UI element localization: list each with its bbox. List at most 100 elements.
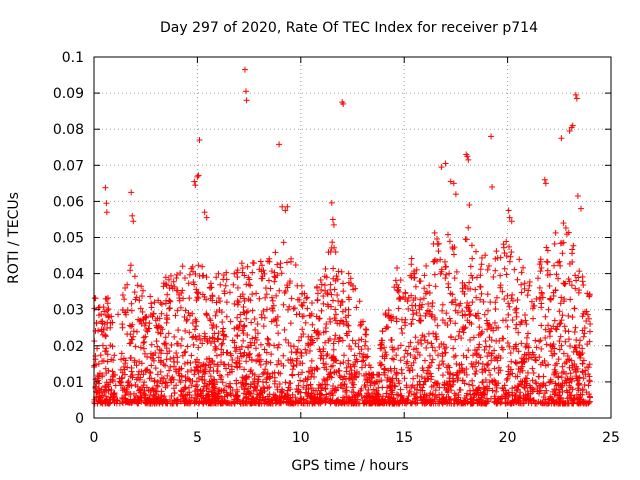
data-point bbox=[538, 264, 545, 271]
data-point bbox=[560, 368, 567, 375]
data-point bbox=[562, 280, 569, 287]
data-point bbox=[537, 337, 544, 344]
data-point bbox=[295, 371, 302, 378]
data-point bbox=[401, 319, 408, 326]
data-point bbox=[231, 300, 238, 307]
data-point bbox=[440, 360, 447, 367]
data-point bbox=[546, 282, 553, 289]
data-point bbox=[273, 292, 280, 299]
data-point bbox=[265, 277, 272, 284]
data-point bbox=[104, 300, 111, 307]
data-point bbox=[163, 282, 170, 289]
data-point bbox=[493, 338, 500, 345]
data-point bbox=[243, 309, 250, 316]
data-point bbox=[152, 365, 159, 372]
data-point bbox=[378, 377, 385, 384]
data-point bbox=[167, 272, 174, 279]
data-point bbox=[403, 384, 410, 391]
data-point bbox=[197, 393, 204, 400]
data-point bbox=[345, 375, 352, 382]
data-point bbox=[493, 388, 500, 395]
data-point bbox=[571, 329, 578, 336]
data-point bbox=[332, 249, 339, 256]
data-point bbox=[356, 350, 363, 357]
data-point bbox=[426, 392, 433, 399]
data-point bbox=[282, 207, 289, 214]
data-point bbox=[209, 325, 216, 332]
data-point bbox=[246, 350, 253, 357]
data-point bbox=[334, 292, 341, 299]
data-point bbox=[414, 372, 421, 379]
data-point bbox=[196, 137, 203, 144]
data-point bbox=[240, 303, 247, 310]
data-point bbox=[348, 367, 355, 374]
data-point bbox=[560, 397, 567, 404]
data-point bbox=[386, 315, 393, 322]
data-point bbox=[200, 272, 207, 279]
data-point bbox=[541, 357, 548, 364]
data-point bbox=[412, 302, 419, 309]
data-point bbox=[339, 398, 346, 405]
data-point bbox=[525, 344, 532, 351]
data-point bbox=[324, 374, 331, 381]
data-point bbox=[204, 391, 211, 398]
data-point bbox=[298, 282, 305, 289]
data-point bbox=[473, 294, 480, 301]
data-point bbox=[446, 270, 453, 277]
data-point bbox=[273, 322, 280, 329]
data-point bbox=[351, 352, 358, 359]
data-point bbox=[336, 399, 343, 406]
data-point bbox=[128, 368, 135, 375]
data-point bbox=[452, 320, 459, 327]
data-point bbox=[140, 382, 147, 389]
data-point bbox=[288, 349, 295, 356]
data-point bbox=[312, 387, 319, 394]
data-point bbox=[148, 341, 155, 348]
data-point bbox=[208, 340, 215, 347]
data-point bbox=[424, 367, 431, 374]
data-point bbox=[173, 275, 180, 282]
data-point bbox=[262, 366, 269, 373]
data-point bbox=[408, 292, 415, 299]
data-point bbox=[147, 370, 154, 377]
data-point bbox=[511, 266, 518, 273]
data-point bbox=[237, 379, 244, 386]
data-point bbox=[186, 295, 193, 302]
data-point bbox=[466, 202, 473, 209]
data-point bbox=[203, 311, 210, 318]
data-point bbox=[224, 392, 231, 399]
data-point bbox=[525, 396, 532, 403]
data-point bbox=[393, 315, 400, 322]
data-point bbox=[462, 311, 469, 318]
data-point bbox=[129, 321, 136, 328]
data-point bbox=[452, 336, 459, 343]
data-point bbox=[182, 307, 189, 314]
data-point bbox=[256, 295, 263, 302]
data-point bbox=[562, 377, 569, 384]
data-point bbox=[226, 369, 233, 376]
data-point bbox=[329, 239, 336, 246]
data-point bbox=[116, 400, 123, 407]
data-point bbox=[543, 258, 550, 265]
data-point bbox=[135, 316, 142, 323]
data-point bbox=[122, 311, 129, 318]
data-point bbox=[358, 336, 365, 343]
data-point bbox=[141, 391, 148, 398]
data-point bbox=[251, 398, 258, 405]
data-point bbox=[402, 296, 409, 303]
data-point bbox=[543, 387, 550, 394]
data-point bbox=[538, 345, 545, 352]
data-point bbox=[545, 322, 552, 329]
data-point bbox=[405, 364, 412, 371]
x-tick-label: 25 bbox=[602, 430, 620, 446]
data-point bbox=[178, 372, 185, 379]
data-point bbox=[477, 266, 484, 273]
data-point bbox=[355, 400, 362, 407]
data-point bbox=[237, 350, 244, 357]
data-point bbox=[423, 344, 430, 351]
data-point bbox=[160, 361, 167, 368]
data-point bbox=[547, 271, 554, 278]
data-point bbox=[504, 323, 511, 330]
data-point bbox=[233, 395, 240, 402]
data-point bbox=[320, 360, 327, 367]
